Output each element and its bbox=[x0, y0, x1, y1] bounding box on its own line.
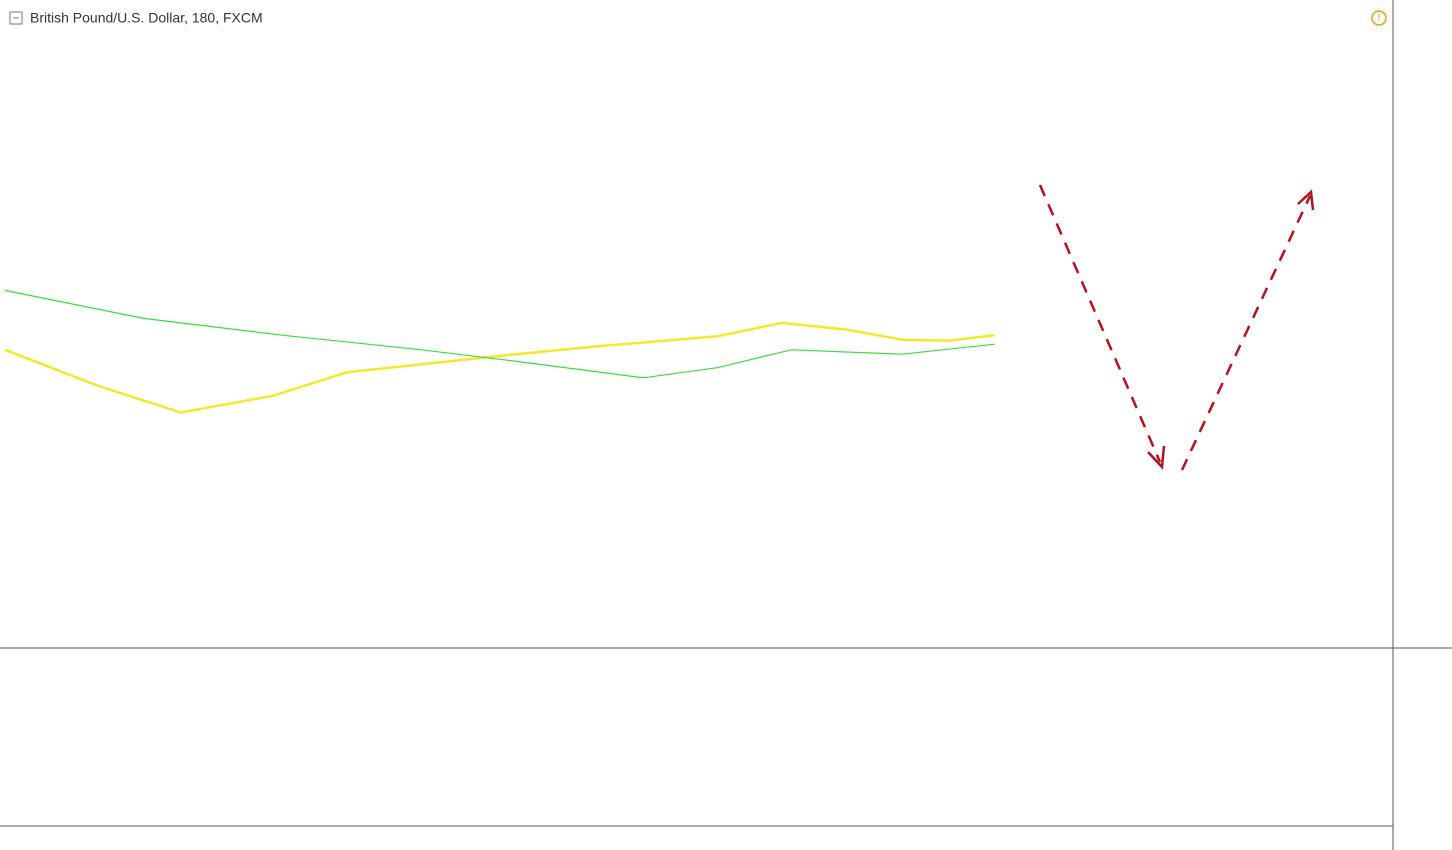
arrow-down bbox=[1038, 184, 1162, 463]
arrow-head bbox=[1147, 445, 1166, 470]
alert-icon[interactable] bbox=[1371, 10, 1387, 26]
arrow-up bbox=[1180, 195, 1312, 471]
alert-icon-mark: ! bbox=[1377, 12, 1380, 24]
ma-line bbox=[4, 289, 995, 379]
ma-line bbox=[4, 321, 995, 414]
collapse-icon[interactable] bbox=[9, 11, 23, 25]
overlay: ! bbox=[1038, 10, 1387, 471]
arrow-head bbox=[1297, 189, 1315, 211]
plot bbox=[4, 289, 995, 414]
legend: British Pound/U.S. Dollar, 180, FXCM bbox=[9, 10, 263, 26]
symbol-title[interactable]: British Pound/U.S. Dollar, 180, FXCM bbox=[30, 10, 263, 26]
